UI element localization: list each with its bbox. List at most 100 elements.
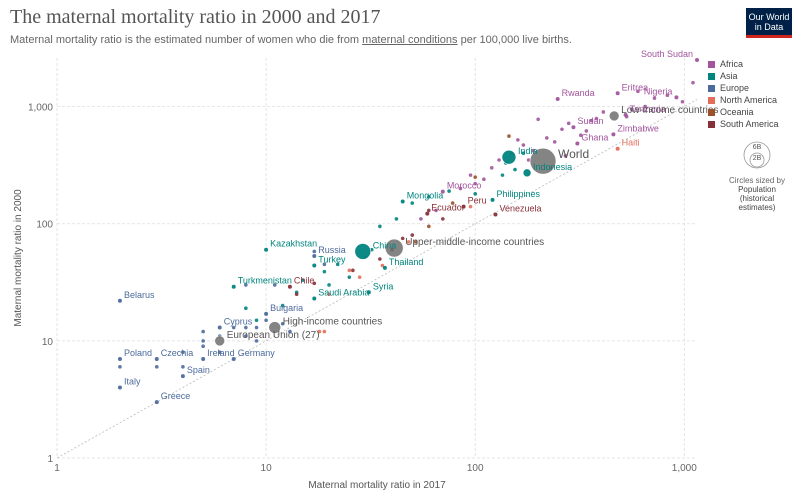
data-point[interactable] [441, 217, 445, 221]
data-point[interactable] [254, 325, 259, 330]
data-point[interactable] [264, 318, 268, 323]
maternal-conditions-link[interactable]: maternal conditions [362, 34, 458, 46]
data-point[interactable] [406, 240, 411, 244]
data-point[interactable] [507, 134, 511, 138]
data-point-tanzania[interactable] [623, 112, 628, 117]
data-point[interactable] [629, 107, 634, 112]
legend-item-oceania[interactable]: Oceania [708, 106, 779, 118]
data-point-rwanda[interactable] [555, 97, 560, 102]
data-point[interactable] [473, 192, 478, 196]
data-point[interactable] [231, 325, 236, 330]
data-point-ecuador[interactable] [425, 211, 430, 216]
data-point-eritrea[interactable] [615, 91, 620, 96]
data-point-upper-middle-income-countries[interactable] [384, 238, 404, 258]
data-point[interactable] [280, 303, 285, 308]
data-point[interactable] [500, 173, 505, 177]
data-point-south-sudan[interactable] [695, 57, 699, 62]
data-point-chile[interactable] [287, 284, 292, 289]
data-point[interactable] [497, 158, 501, 162]
data-point[interactable] [244, 334, 248, 338]
data-point[interactable] [594, 116, 599, 121]
data-point[interactable] [347, 268, 352, 273]
data-point[interactable] [526, 158, 531, 162]
data-point-venezuela[interactable] [493, 212, 498, 217]
data-point-china[interactable] [354, 243, 372, 260]
data-point[interactable] [327, 292, 331, 297]
data-point-indonesia[interactable] [522, 168, 532, 178]
data-point-low-income-countries[interactable] [608, 110, 620, 122]
data-point[interactable] [414, 240, 418, 244]
data-point[interactable] [201, 344, 205, 349]
data-point[interactable] [680, 99, 685, 104]
data-point[interactable] [327, 283, 331, 287]
data-point[interactable] [317, 329, 322, 334]
data-point-spain[interactable] [180, 374, 185, 379]
data-point[interactable] [201, 339, 205, 343]
data-point-turkey[interactable] [312, 263, 317, 268]
data-point[interactable] [563, 154, 568, 158]
data-point-philippines[interactable] [490, 197, 495, 202]
data-point-mongolia[interactable] [400, 199, 405, 204]
data-point[interactable] [601, 110, 606, 114]
data-point[interactable] [394, 217, 399, 221]
data-point[interactable] [468, 173, 473, 177]
data-point[interactable] [427, 224, 431, 229]
data-point[interactable] [357, 275, 362, 279]
data-point[interactable] [322, 329, 327, 334]
data-point[interactable] [244, 306, 248, 311]
data-point[interactable] [351, 268, 355, 273]
data-point[interactable] [579, 133, 583, 138]
data-point[interactable] [378, 224, 382, 229]
data-point-germany[interactable] [231, 357, 236, 362]
data-point-bulgaria[interactable] [264, 311, 269, 316]
data-point-kazakhstan[interactable] [264, 247, 269, 252]
data-point-zimbabwe[interactable] [611, 132, 616, 137]
data-point-russia[interactable] [312, 254, 317, 259]
legend-item-africa[interactable]: Africa [708, 58, 779, 70]
data-point-european-union-27-[interactable] [214, 335, 226, 347]
data-point-italy[interactable] [117, 385, 122, 390]
legend-item-north-america[interactable]: North America [708, 94, 779, 106]
data-point[interactable] [322, 269, 327, 274]
data-point[interactable] [301, 278, 305, 282]
data-point[interactable] [643, 104, 647, 109]
data-point[interactable] [473, 181, 478, 186]
data-point[interactable] [280, 321, 285, 326]
data-point[interactable] [513, 167, 517, 172]
data-point[interactable] [378, 257, 382, 261]
data-point[interactable] [536, 117, 540, 122]
data-point[interactable] [380, 263, 385, 268]
data-point[interactable] [244, 325, 248, 330]
data-point-poland[interactable] [117, 357, 122, 362]
data-point[interactable] [201, 329, 205, 334]
data-point-nigeria[interactable] [674, 95, 679, 100]
data-point-ghana[interactable] [575, 141, 580, 146]
data-point[interactable] [545, 136, 549, 140]
data-point-morocco[interactable] [440, 189, 445, 194]
data-point[interactable] [552, 140, 557, 144]
legend-item-europe[interactable]: Europe [708, 82, 779, 94]
data-point[interactable] [566, 121, 571, 126]
data-point[interactable] [244, 283, 248, 287]
data-point[interactable] [154, 365, 159, 369]
data-point[interactable] [434, 208, 438, 213]
data-point[interactable] [489, 166, 494, 170]
data-point[interactable] [521, 151, 526, 156]
data-point[interactable] [288, 329, 292, 334]
data-point[interactable] [427, 208, 431, 213]
data-point[interactable] [410, 201, 415, 205]
data-point[interactable] [181, 350, 185, 355]
data-point-world[interactable] [529, 147, 557, 175]
data-point[interactable] [294, 292, 299, 297]
data-point[interactable] [516, 138, 520, 142]
data-point-turkmenistan[interactable] [231, 284, 236, 289]
data-point[interactable] [521, 143, 526, 147]
data-point[interactable] [458, 186, 463, 191]
data-point[interactable] [312, 281, 317, 286]
legend-item-asia[interactable]: Asia [708, 70, 779, 82]
data-point[interactable] [589, 118, 594, 123]
data-point[interactable] [335, 262, 340, 267]
data-point[interactable] [427, 194, 431, 199]
data-point[interactable] [652, 96, 657, 100]
data-point-sudan[interactable] [571, 125, 576, 130]
